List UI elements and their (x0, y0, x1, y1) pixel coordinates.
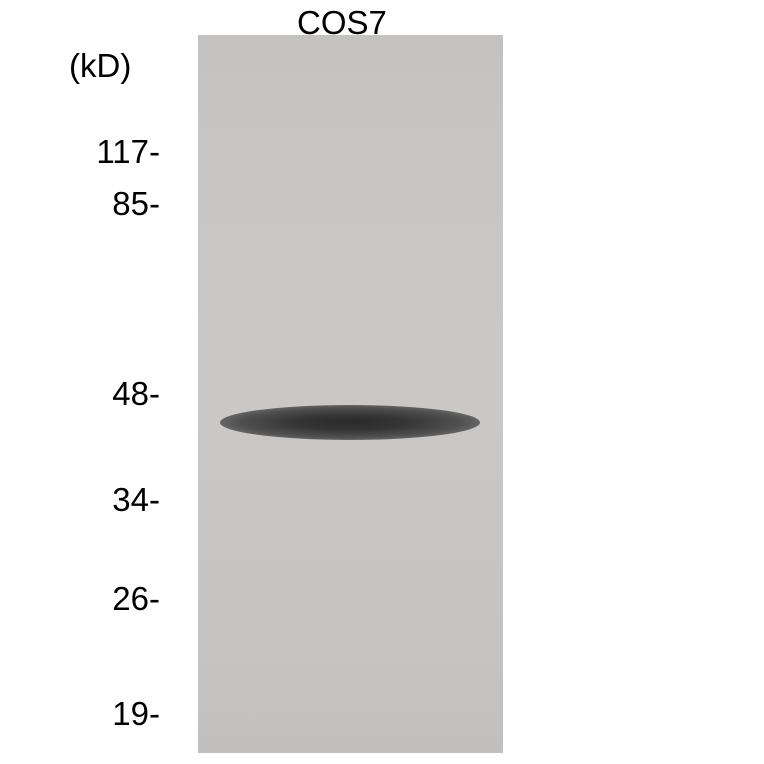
protein-band (220, 405, 480, 440)
marker-34: 34- (112, 481, 160, 519)
molecular-weight-unit: (kD) (69, 47, 131, 85)
marker-19: 19- (112, 695, 160, 733)
marker-117: 117- (96, 133, 160, 171)
marker-48: 48- (112, 375, 160, 413)
western-blot-figure: COS7 (kD) 117- 85- 48- 34- 26- 19- (0, 0, 764, 764)
blot-lane (198, 35, 503, 753)
marker-85: 85- (112, 185, 160, 223)
marker-26: 26- (112, 580, 160, 618)
